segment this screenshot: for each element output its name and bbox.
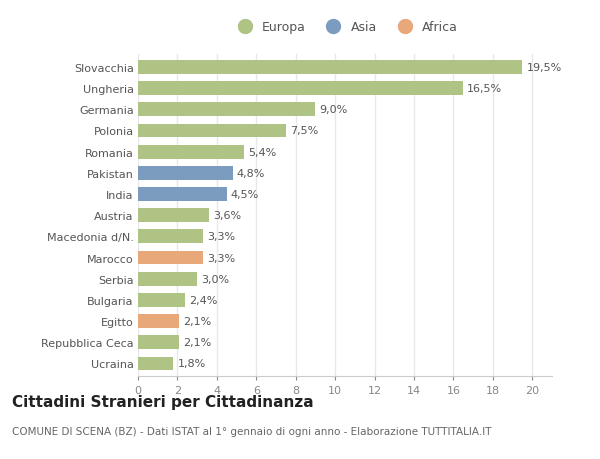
Text: 4,5%: 4,5% (230, 190, 259, 200)
Legend: Europa, Asia, Africa: Europa, Asia, Africa (227, 17, 463, 39)
Bar (138, 146, 244, 159)
Text: 2,1%: 2,1% (184, 337, 212, 347)
Text: 9,0%: 9,0% (319, 105, 347, 115)
Bar (138, 124, 286, 138)
Bar (138, 188, 227, 202)
Text: Cittadini Stranieri per Cittadinanza: Cittadini Stranieri per Cittadinanza (12, 394, 314, 409)
Text: 7,5%: 7,5% (290, 126, 318, 136)
Text: 16,5%: 16,5% (467, 84, 502, 94)
Text: 3,0%: 3,0% (201, 274, 229, 284)
Bar (138, 293, 185, 307)
Text: COMUNE DI SCENA (BZ) - Dati ISTAT al 1° gennaio di ogni anno - Elaborazione TUTT: COMUNE DI SCENA (BZ) - Dati ISTAT al 1° … (12, 426, 491, 436)
Text: 5,4%: 5,4% (248, 147, 277, 157)
Text: 2,1%: 2,1% (184, 316, 212, 326)
Text: 1,8%: 1,8% (178, 358, 206, 369)
Bar (138, 167, 233, 180)
Text: 3,3%: 3,3% (207, 253, 235, 263)
Bar (138, 61, 523, 75)
Bar (138, 209, 209, 223)
Bar (138, 314, 179, 328)
Bar (138, 357, 173, 370)
Bar (138, 82, 463, 96)
Bar (138, 103, 316, 117)
Text: 2,4%: 2,4% (189, 295, 218, 305)
Bar (138, 230, 203, 244)
Text: 4,8%: 4,8% (236, 168, 265, 179)
Bar (138, 272, 197, 286)
Bar (138, 336, 179, 349)
Bar (138, 251, 203, 265)
Text: 3,3%: 3,3% (207, 232, 235, 242)
Text: 19,5%: 19,5% (526, 63, 562, 73)
Text: 3,6%: 3,6% (213, 211, 241, 221)
